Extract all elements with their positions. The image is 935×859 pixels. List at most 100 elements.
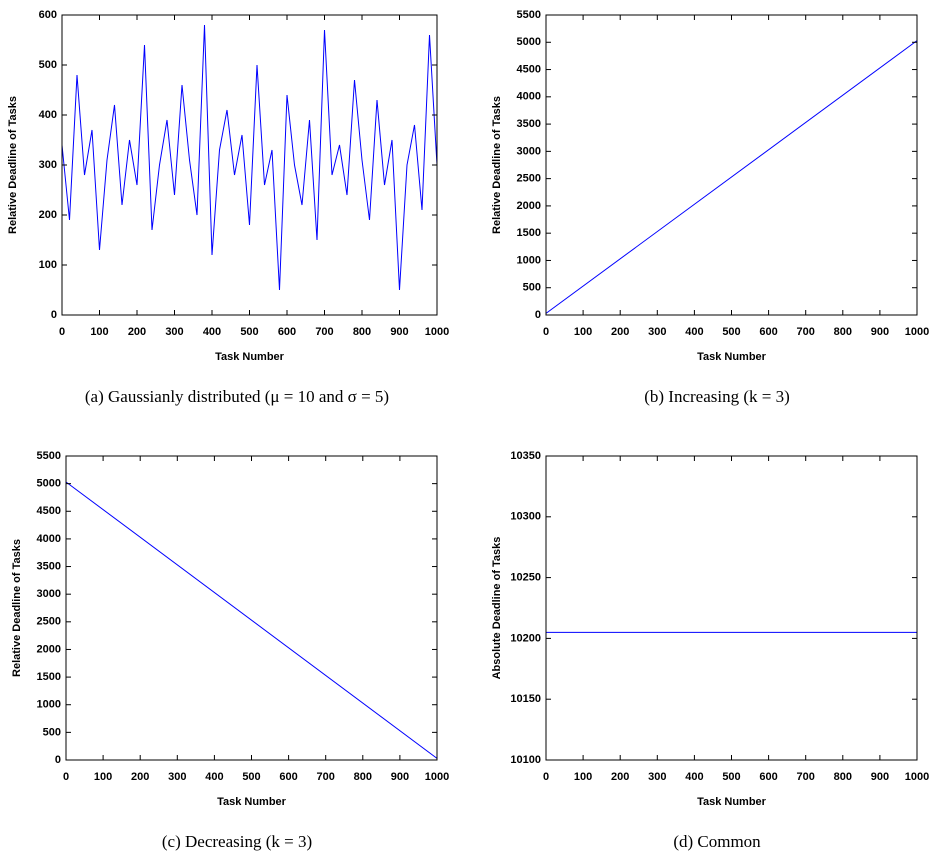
y-tick-label: 3000: [517, 145, 541, 157]
y-tick-label: 4000: [37, 533, 61, 545]
caption: (a) Gaussianly distributed (μ = 10 and σ…: [85, 387, 389, 406]
x-axis-title: Task Number: [697, 351, 767, 363]
x-tick-label: 400: [203, 326, 221, 338]
x-axis-title: Task Number: [697, 796, 767, 808]
y-tick-label: 500: [523, 282, 541, 294]
x-tick-label: 100: [90, 326, 108, 338]
x-tick-label: 100: [574, 771, 592, 783]
x-tick-label: 1000: [425, 771, 449, 783]
y-tick-label: 4500: [517, 63, 541, 75]
x-tick-label: 200: [131, 771, 149, 783]
x-tick-label: 600: [278, 326, 296, 338]
caption: (d) Common: [673, 832, 761, 851]
x-tick-label: 300: [168, 771, 186, 783]
x-tick-label: 700: [797, 326, 815, 338]
y-tick-label: 10250: [510, 572, 541, 584]
y-tick-label: 10300: [510, 511, 541, 523]
data-line: [545, 40, 918, 314]
x-tick-label: 100: [94, 771, 112, 783]
plot-frame: [65, 455, 438, 761]
y-tick-label: 10350: [510, 450, 541, 462]
x-tick-label: 0: [543, 326, 549, 338]
y-tick-label: 1000: [37, 699, 61, 711]
y-tick-label: 400: [39, 109, 57, 121]
x-tick-label: 900: [871, 326, 889, 338]
y-tick-label: 0: [51, 309, 57, 321]
x-tick-label: 100: [574, 326, 592, 338]
x-tick-label: 900: [391, 771, 409, 783]
x-tick-label: 700: [797, 771, 815, 783]
x-tick-label: 400: [685, 771, 703, 783]
y-tick-label: 2500: [37, 616, 61, 628]
y-tick-label: 1500: [517, 227, 541, 239]
y-tick-label: 500: [39, 59, 57, 71]
y-tick-label: 5000: [37, 478, 61, 490]
y-tick-label: 2500: [517, 173, 541, 185]
y-tick-label: 10200: [510, 632, 541, 644]
x-tick-label: 900: [390, 326, 408, 338]
x-axis-title: Task Number: [215, 351, 285, 363]
x-tick-label: 800: [834, 326, 852, 338]
x-tick-label: 500: [722, 326, 740, 338]
y-tick-label: 10150: [510, 693, 541, 705]
y-tick-label: 200: [39, 209, 57, 221]
x-tick-label: 700: [315, 326, 333, 338]
x-tick-label: 300: [648, 326, 666, 338]
x-tick-label: 500: [242, 771, 260, 783]
y-tick-label: 1000: [517, 254, 541, 266]
x-tick-label: 0: [543, 771, 549, 783]
y-tick-label: 100: [39, 259, 57, 271]
y-axis-title: Relative Deadline of Tasks: [491, 96, 503, 234]
x-tick-label: 300: [165, 326, 183, 338]
caption: (c) Decreasing (k = 3): [162, 832, 312, 851]
x-tick-label: 800: [353, 326, 371, 338]
x-tick-label: 200: [611, 326, 629, 338]
x-axis-title: Task Number: [217, 796, 287, 808]
x-tick-label: 800: [834, 771, 852, 783]
plot-frame: [545, 14, 918, 316]
y-tick-label: 5000: [517, 36, 541, 48]
y-tick-label: 4500: [37, 505, 61, 517]
data-line: [61, 24, 438, 291]
y-tick-label: 600: [39, 9, 57, 21]
x-tick-label: 600: [759, 771, 777, 783]
y-tick-label: 0: [535, 309, 541, 321]
y-tick-label: 3500: [517, 118, 541, 130]
x-tick-label: 600: [279, 771, 297, 783]
y-axis-title: Relative Deadline of Tasks: [7, 96, 19, 234]
x-tick-label: 900: [871, 771, 889, 783]
y-tick-label: 5500: [517, 9, 541, 21]
x-tick-label: 700: [317, 771, 335, 783]
x-tick-label: 800: [354, 771, 372, 783]
x-tick-label: 200: [611, 771, 629, 783]
y-tick-label: 4000: [517, 91, 541, 103]
x-tick-label: 600: [759, 326, 777, 338]
x-tick-label: 400: [685, 326, 703, 338]
y-tick-label: 2000: [37, 643, 61, 655]
y-tick-label: 2000: [517, 200, 541, 212]
y-tick-label: 3500: [37, 560, 61, 572]
x-tick-label: 1000: [905, 771, 929, 783]
x-tick-label: 500: [722, 771, 740, 783]
x-tick-label: 400: [205, 771, 223, 783]
caption: (b) Increasing (k = 3): [644, 387, 790, 406]
x-tick-label: 200: [128, 326, 146, 338]
y-tick-label: 10100: [510, 754, 541, 766]
x-tick-label: 500: [240, 326, 258, 338]
y-tick-label: 0: [55, 754, 61, 766]
y-tick-label: 1500: [37, 671, 61, 683]
x-tick-label: 1000: [905, 326, 929, 338]
y-tick-label: 3000: [37, 588, 61, 600]
y-tick-label: 5500: [37, 450, 61, 462]
x-tick-label: 1000: [425, 326, 449, 338]
x-tick-label: 0: [59, 326, 65, 338]
y-tick-label: 500: [43, 726, 61, 738]
y-axis-title: Absolute Deadline of Tasks: [491, 537, 503, 680]
y-tick-label: 300: [39, 159, 57, 171]
data-line: [65, 481, 438, 759]
plot-frame: [61, 14, 438, 316]
x-tick-label: 300: [648, 771, 666, 783]
y-axis-title: Relative Deadline of Tasks: [11, 539, 23, 677]
plot-frame: [545, 455, 918, 761]
